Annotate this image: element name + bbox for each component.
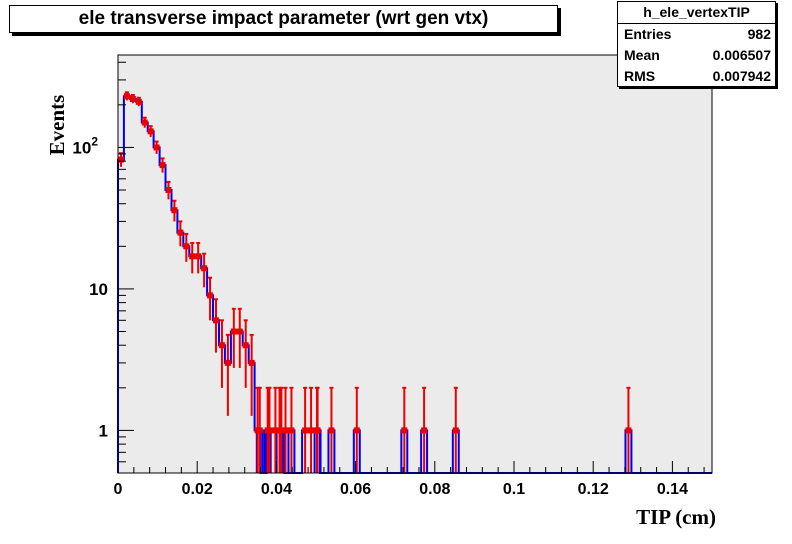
data-point	[328, 427, 335, 434]
data-points	[117, 91, 632, 473]
y-axis-label: Events	[45, 95, 69, 156]
stats-value: 0.006507	[712, 47, 771, 63]
data-point	[171, 207, 178, 214]
data-point	[218, 342, 225, 349]
data-point	[353, 427, 360, 434]
data-point	[314, 427, 321, 434]
data-point	[189, 253, 196, 260]
data-point	[236, 328, 243, 335]
data-point	[452, 427, 459, 434]
data-point	[153, 144, 160, 151]
data-point	[159, 162, 166, 169]
x-tick-label: 0	[114, 481, 123, 498]
title-box: ele transverse impact parameter (wrt gen…	[9, 5, 558, 33]
data-point	[183, 243, 190, 250]
data-point	[282, 427, 289, 434]
x-axis-label: TIP (cm)	[636, 505, 716, 529]
data-point	[141, 119, 148, 126]
y-tick-label: 10	[89, 280, 108, 299]
data-point	[421, 427, 428, 434]
data-point	[135, 98, 142, 105]
data-point	[288, 427, 295, 434]
chart-title: ele transverse impact parameter (wrt gen…	[78, 8, 489, 29]
data-point	[308, 427, 315, 434]
x-tick-label: 0.1	[503, 481, 525, 498]
data-point	[625, 427, 632, 434]
data-point	[248, 359, 255, 366]
data-point	[123, 93, 130, 100]
data-point	[224, 359, 231, 366]
data-point	[230, 328, 237, 335]
data-point	[272, 427, 279, 434]
data-point	[117, 156, 124, 163]
data-point	[256, 427, 263, 434]
data-point	[165, 187, 172, 194]
data-point	[276, 427, 283, 434]
data-point	[177, 229, 184, 236]
stats-label: RMS	[624, 68, 656, 84]
stats-row-entries: Entries 982	[618, 24, 775, 45]
x-tick-label: 0.14	[657, 481, 688, 498]
stats-box: h_ele_vertexTIP Entries 982 Mean 0.00650…	[617, 1, 776, 87]
stats-histogram-name: h_ele_vertexTIP	[618, 2, 775, 24]
data-point	[264, 427, 271, 434]
data-point	[147, 128, 154, 135]
y-tick-label: 1	[99, 421, 108, 440]
x-tick-label: 0.04	[261, 481, 292, 498]
data-point	[207, 292, 214, 299]
data-point	[213, 317, 220, 324]
data-point	[242, 342, 249, 349]
data-point	[129, 95, 136, 102]
data-point	[302, 427, 309, 434]
stats-row-rms: RMS 0.007942	[618, 66, 775, 87]
stats-row-mean: Mean 0.006507	[618, 45, 775, 66]
x-tick-label: 0.02	[182, 481, 213, 498]
stats-value: 982	[747, 26, 771, 42]
plot-frame	[117, 54, 713, 474]
x-tick-label: 0.12	[578, 481, 609, 498]
data-point	[201, 265, 208, 272]
y-tick-label: 102	[72, 134, 98, 157]
axes: 0 0.02 0.04 0.06 0.08 0.1 0.12 0.14 1 10 102	[72, 55, 712, 498]
stats-label: Mean	[624, 47, 660, 63]
data-point	[401, 427, 408, 434]
stats-value: 0.007942	[712, 68, 771, 84]
x-tick-label: 0.06	[340, 481, 371, 498]
x-tick-label: 0.08	[419, 481, 450, 498]
stats-label: Entries	[624, 26, 672, 42]
data-point	[195, 253, 202, 260]
